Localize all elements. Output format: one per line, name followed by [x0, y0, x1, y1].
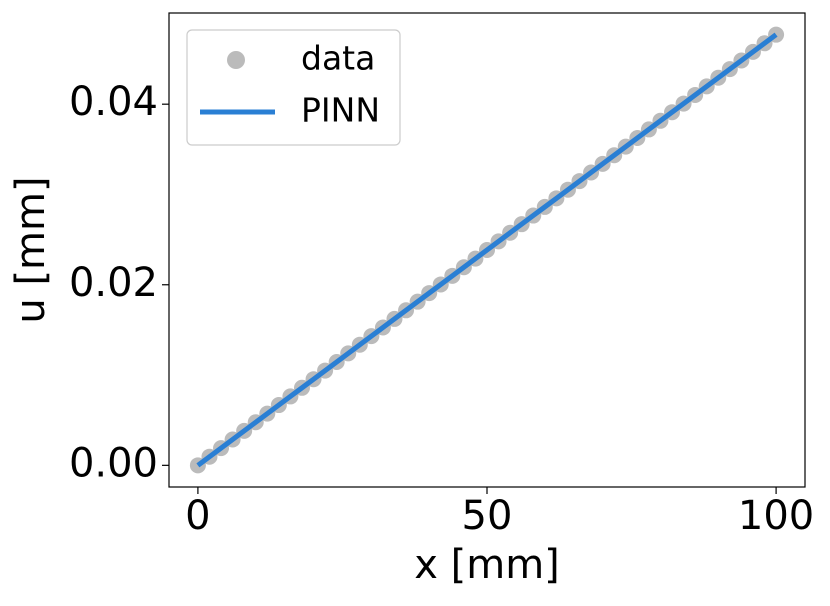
plot-frame — [168, 12, 806, 488]
y-axis-label: u [mm] — [8, 176, 54, 323]
x-axis-label: x [mm] — [414, 542, 560, 588]
legend-marker — [227, 51, 245, 69]
x-tick-label: 50 — [462, 493, 513, 539]
legend-label: PINN — [301, 91, 380, 130]
data-line — [196, 32, 778, 468]
x-tick-label: 100 — [738, 493, 814, 539]
y-tick-label: 0.04 — [69, 79, 158, 125]
legend-label: data — [301, 39, 375, 78]
x-tick-label: 0 — [185, 493, 210, 539]
y-tick-label: 0.00 — [69, 440, 158, 486]
y-tick-label: 0.02 — [69, 260, 158, 306]
